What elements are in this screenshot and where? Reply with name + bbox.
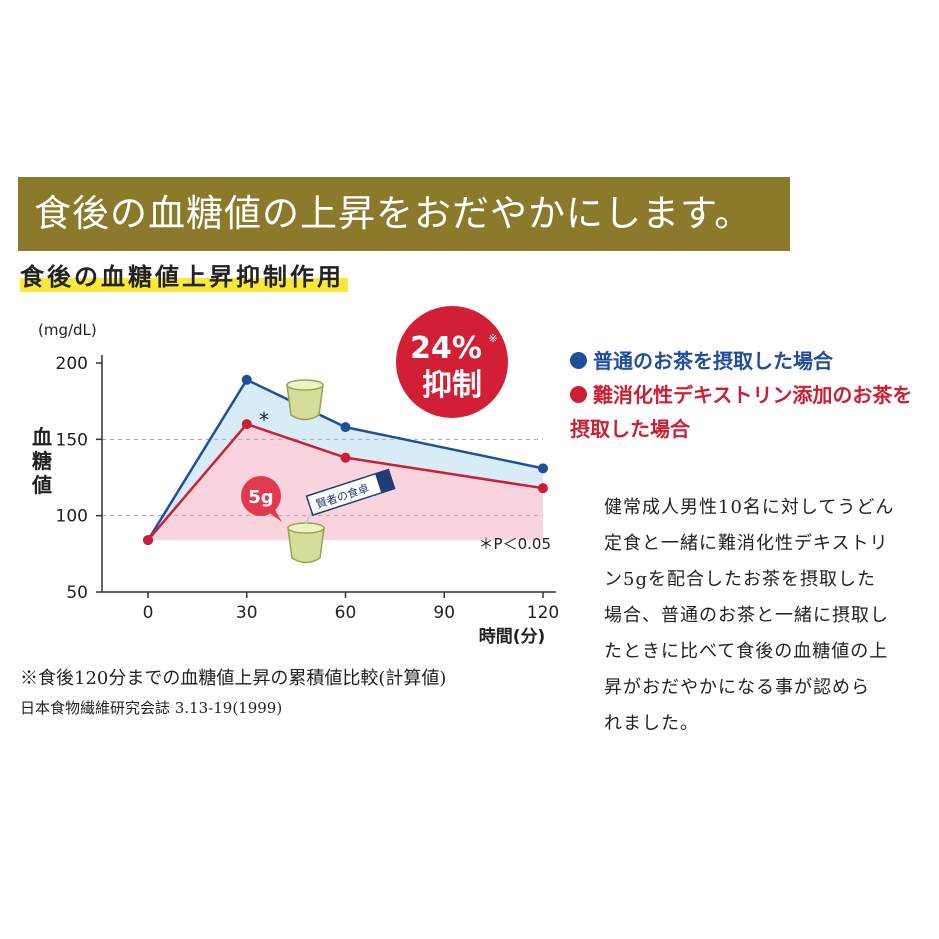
- legend-dextrin-label: 難消化性デキストリン添加のお茶を摂取した場合: [570, 383, 913, 441]
- area-dextrin-fill: [148, 424, 543, 541]
- x-tick-label: 120: [527, 603, 559, 623]
- calculation-note: ※食後120分までの血糖値上昇の累積値比較(計算値): [20, 668, 447, 689]
- study-description: 健常成人男性10名に対してうどん 定食と一緒に難消化性デキストリ ン5gを配合し…: [604, 497, 895, 734]
- dose-label: 5g: [248, 487, 273, 508]
- suppression-badge: 24% ※ 抑制: [396, 306, 508, 418]
- y-axis-label-char: 糖: [32, 449, 52, 473]
- data-point-normal-120: [538, 463, 548, 474]
- dose-bubble: 5g: [241, 476, 282, 522]
- legend-dot-red: [570, 386, 587, 403]
- tea-cup-icon-upper: [286, 379, 324, 421]
- headline-banner: 食後の血糖値の上昇をおだやかにします。: [18, 177, 790, 251]
- data-point-dextrin-0: [143, 535, 153, 546]
- badge-value: 24%: [410, 331, 482, 366]
- data-point-normal-30: [241, 374, 252, 385]
- x-tick-label: 60: [335, 603, 357, 623]
- badge-label: 抑制: [422, 368, 482, 403]
- y-tick-label: 200: [56, 354, 88, 374]
- y-unit-label: (mg/dL): [38, 321, 97, 339]
- source-citation: 日本食物繊維研究会誌 3.13-19(1999): [20, 699, 283, 717]
- data-point-dextrin-30: [241, 419, 252, 430]
- series-line-dextrin: [147, 422, 544, 541]
- x-tick-label: 30: [236, 603, 258, 623]
- x-tick-label: 0: [143, 603, 154, 623]
- x-tick-label: 90: [433, 603, 455, 623]
- chart-subtitle: 食後の血糖値上昇抑制作用: [20, 255, 348, 292]
- x-axis-label: 時間(分): [479, 626, 546, 647]
- legend-dot-blue: [570, 352, 587, 369]
- legend-normal-label: 普通のお茶を摂取した場合: [593, 349, 833, 373]
- p-value-note: ＊P＜0.05: [479, 535, 551, 553]
- data-point-dextrin-60: [340, 452, 351, 463]
- badge-mark: ※: [488, 332, 497, 345]
- significance-asterisk: *: [259, 408, 269, 432]
- legend-dextrin-tea: 難消化性デキストリン添加のお茶を摂取した場合: [570, 378, 930, 446]
- y-tick-label: 100: [56, 507, 88, 527]
- data-point-normal-60: [340, 422, 351, 433]
- legend-normal-tea: 普通のお茶を摂取した場合: [570, 344, 833, 378]
- y-axis-label-char: 値: [31, 473, 52, 497]
- y-tick-label: 150: [56, 430, 88, 450]
- y-tick-label: 50: [66, 583, 88, 603]
- y-axis-label-char: 血: [32, 425, 52, 449]
- data-point-dextrin-120: [538, 483, 548, 494]
- tea-cup-icon-lower: [287, 509, 325, 564]
